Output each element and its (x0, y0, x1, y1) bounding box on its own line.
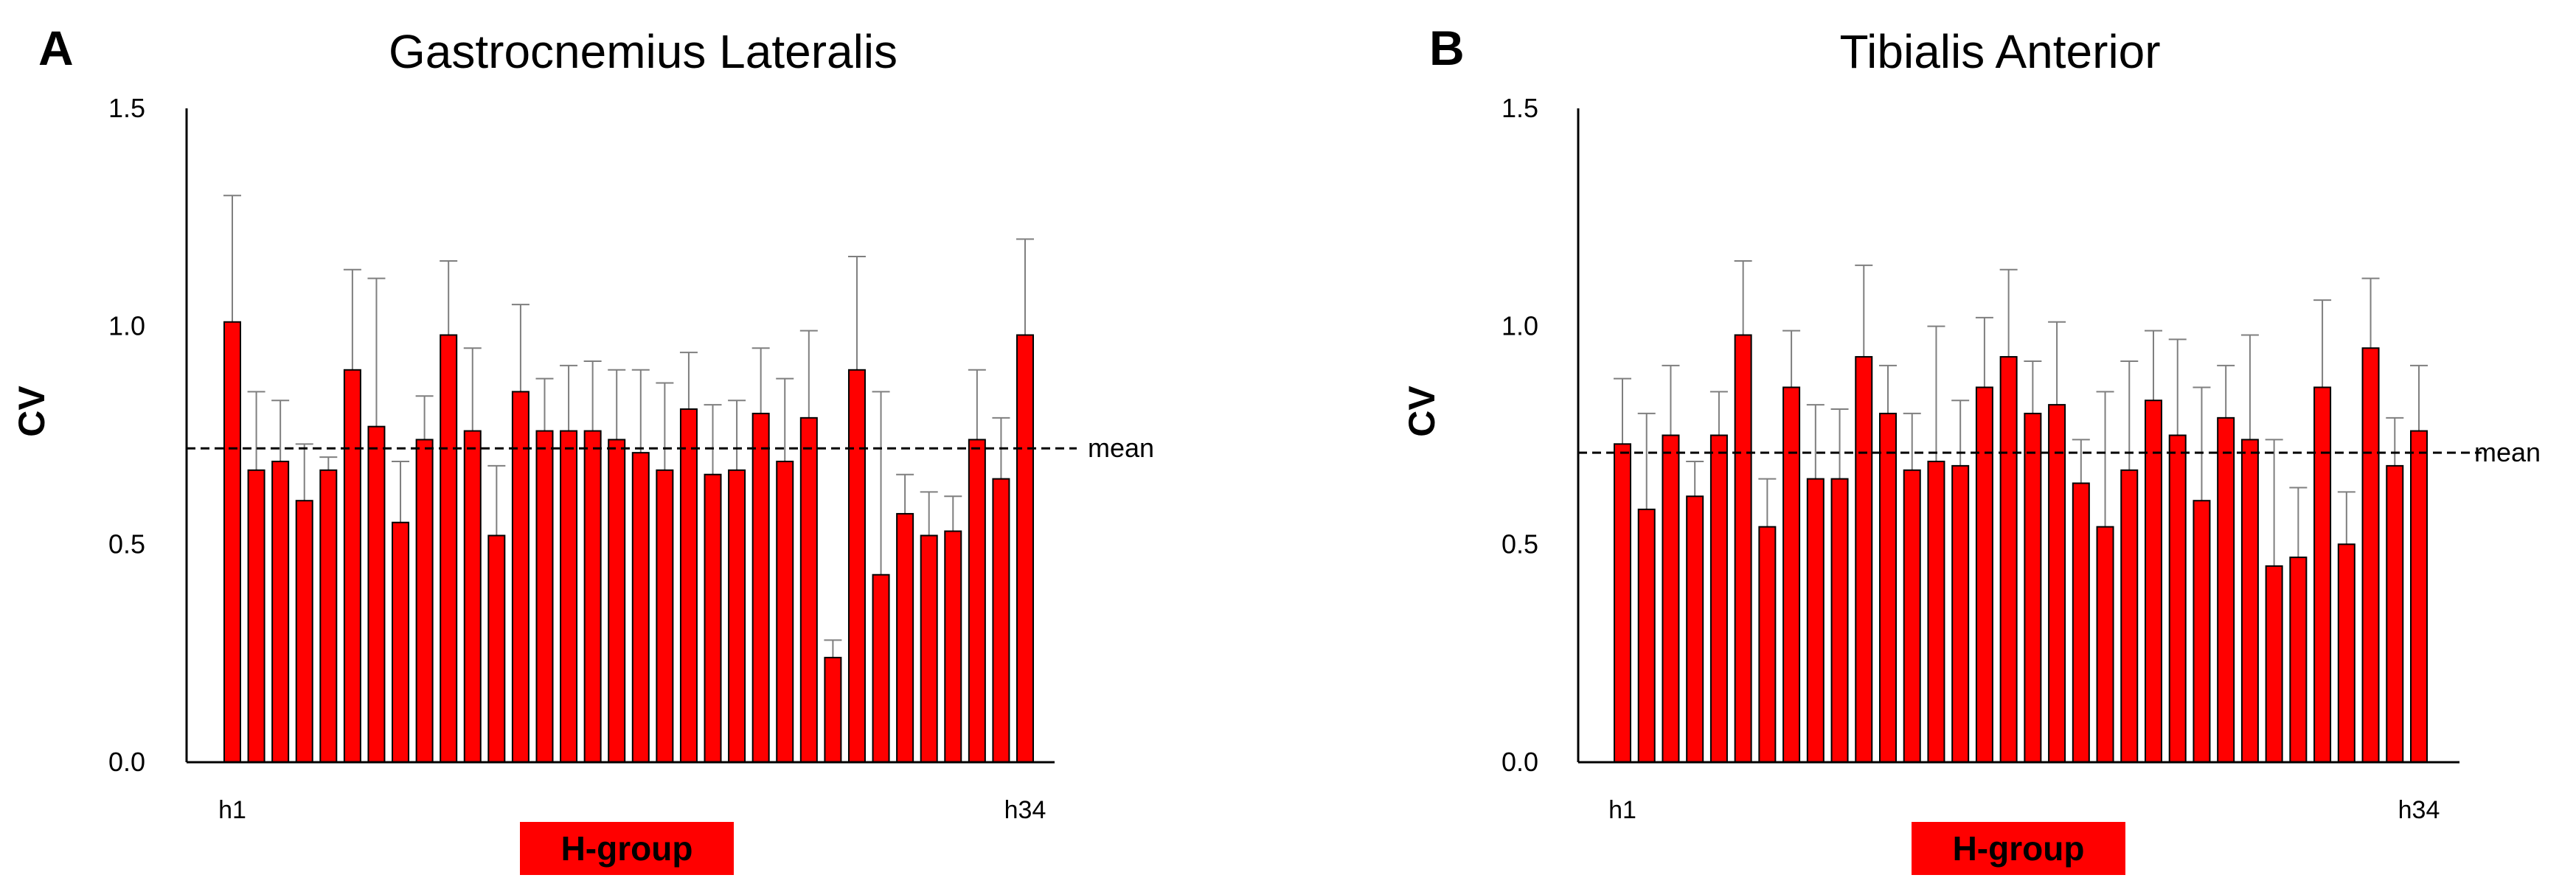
bar (776, 460, 794, 763)
chart-title: Gastrocnemius Lateralis (389, 25, 898, 78)
mean-label: mean (2474, 437, 2541, 467)
bar (415, 439, 434, 763)
panel-letter: A (38, 21, 74, 75)
bar (1879, 412, 1897, 764)
bar (1709, 434, 1728, 763)
bar (1855, 356, 1873, 763)
bar (1951, 464, 1970, 763)
panel-letter: B (1429, 21, 1465, 75)
bar (247, 469, 265, 763)
x-tick-label-last: h34 (1004, 796, 1046, 824)
x-tick-label-first: h1 (218, 796, 246, 824)
bar (968, 439, 986, 763)
x-axis-label: H-group (561, 829, 693, 868)
bar (2386, 464, 2404, 763)
bar (608, 439, 626, 763)
bar (2313, 386, 2332, 763)
bar (728, 469, 746, 763)
bar (799, 416, 818, 763)
bar (463, 430, 482, 763)
y-axis-label: CV (11, 386, 52, 437)
bar (631, 452, 650, 763)
x-tick-label-last: h34 (2398, 796, 2440, 824)
bar (1806, 478, 1825, 764)
x-axis-label: H-group (1953, 829, 2085, 868)
bar (2217, 416, 2235, 763)
bar (2072, 482, 2090, 764)
bar (824, 657, 842, 764)
y-tick-label: 0.5 (1501, 529, 1538, 559)
y-tick-label: 0.0 (1501, 747, 1538, 777)
x-tick-label-first: h1 (1608, 796, 1636, 824)
bar (2024, 412, 2042, 764)
bar (1975, 386, 1993, 763)
bar (704, 473, 722, 763)
y-axis-label: CV (1401, 386, 1443, 437)
bar (1614, 443, 1631, 763)
bar (944, 530, 962, 763)
mean-label: mean (1088, 433, 1154, 463)
bar (367, 425, 386, 763)
y-tick-label: 1.0 (1501, 311, 1538, 341)
bar (271, 460, 290, 763)
y-tick-label: 1.0 (108, 311, 145, 341)
chart-title: Tibialis Anterior (1839, 25, 2160, 78)
bar (1999, 356, 2018, 763)
bar (392, 521, 410, 763)
bar (2265, 565, 2283, 764)
bar (2410, 430, 2428, 763)
bar (847, 369, 866, 763)
bar (872, 574, 890, 764)
bar (1758, 526, 1777, 763)
bar (1903, 469, 1921, 763)
bar (2120, 469, 2139, 763)
bar (656, 469, 674, 763)
bar (992, 478, 1010, 764)
bar (751, 412, 770, 764)
bar (1927, 460, 1945, 763)
bar (440, 334, 458, 763)
bar (2096, 526, 2114, 763)
y-tick-label: 1.5 (1501, 93, 1538, 123)
bar (1016, 334, 1034, 763)
bar (1734, 334, 1752, 763)
bar (2145, 400, 2162, 764)
bar (679, 408, 698, 764)
bar (223, 321, 241, 763)
bar (1686, 495, 1704, 764)
bar (1637, 509, 1656, 763)
group-box (520, 822, 734, 875)
bar (2240, 439, 2259, 763)
bar (2193, 500, 2211, 763)
bar (2289, 557, 2308, 763)
bar (535, 430, 554, 763)
bar (583, 430, 602, 763)
bar (1662, 434, 1680, 763)
y-tick-label: 0.0 (108, 747, 145, 777)
panel-a: A Gastrocnemius Lateralis CV 0.0 0.5 1.0 1.5 me… (11, 21, 1154, 875)
bar (487, 534, 506, 763)
bar (560, 430, 578, 763)
bar (2048, 404, 2066, 764)
bar (1830, 478, 1849, 764)
bar (896, 512, 914, 763)
bar (319, 469, 338, 763)
y-tick-label: 1.5 (108, 93, 145, 123)
panel-b: B Tibialis Anterior CV 0.0 0.5 1.0 1.5 mean h1 h3… (1401, 21, 2541, 875)
bar (2361, 347, 2380, 763)
bar (1782, 386, 1801, 763)
bar (295, 500, 313, 763)
y-tick-label: 0.5 (108, 529, 145, 559)
bar (2168, 434, 2187, 763)
group-box (1912, 822, 2125, 875)
bar (920, 534, 938, 763)
bar (2337, 543, 2355, 763)
bar (343, 369, 361, 763)
